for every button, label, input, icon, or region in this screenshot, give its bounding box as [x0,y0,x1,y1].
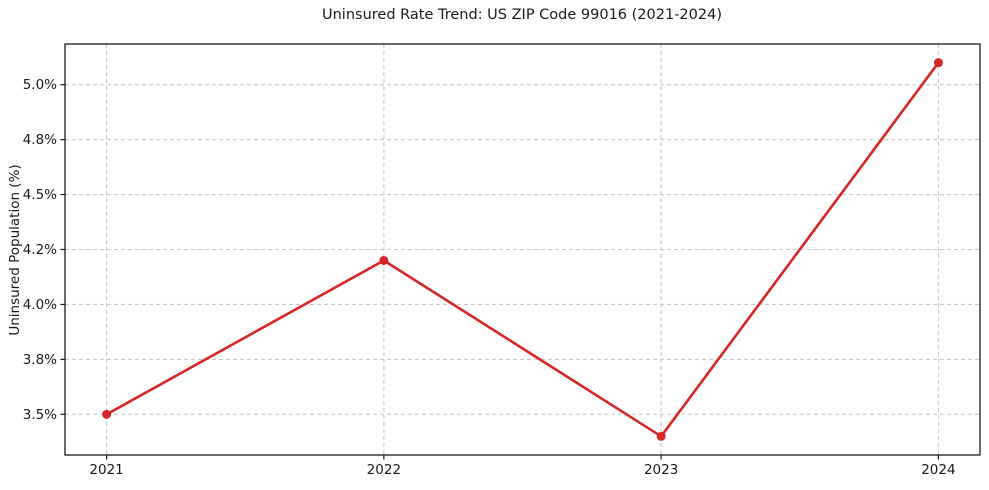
y-tick-label: 4.5% [23,187,57,203]
plot-border [64,43,981,456]
y-tick-label: 3.5% [23,407,57,423]
data-point-marker [102,409,112,419]
x-tick-label: 2024 [921,462,955,478]
x-tick-label: 2023 [644,462,678,478]
y-tick-label: 5.0% [23,77,57,93]
y-tick-label: 4.8% [23,132,57,148]
x-tick-label: 2021 [89,462,123,478]
x-tick-label: 2022 [367,462,401,478]
data-point-marker [379,255,389,265]
y-tick-label: 4.2% [23,242,57,258]
data-point-marker [933,58,943,68]
trend-line [105,61,940,438]
chart-title: Uninsured Rate Trend: US ZIP Code 99016 … [322,7,722,23]
y-tick-label: 3.8% [23,352,57,368]
y-tick-label: 4.0% [23,297,57,313]
data-point-marker [656,431,666,441]
